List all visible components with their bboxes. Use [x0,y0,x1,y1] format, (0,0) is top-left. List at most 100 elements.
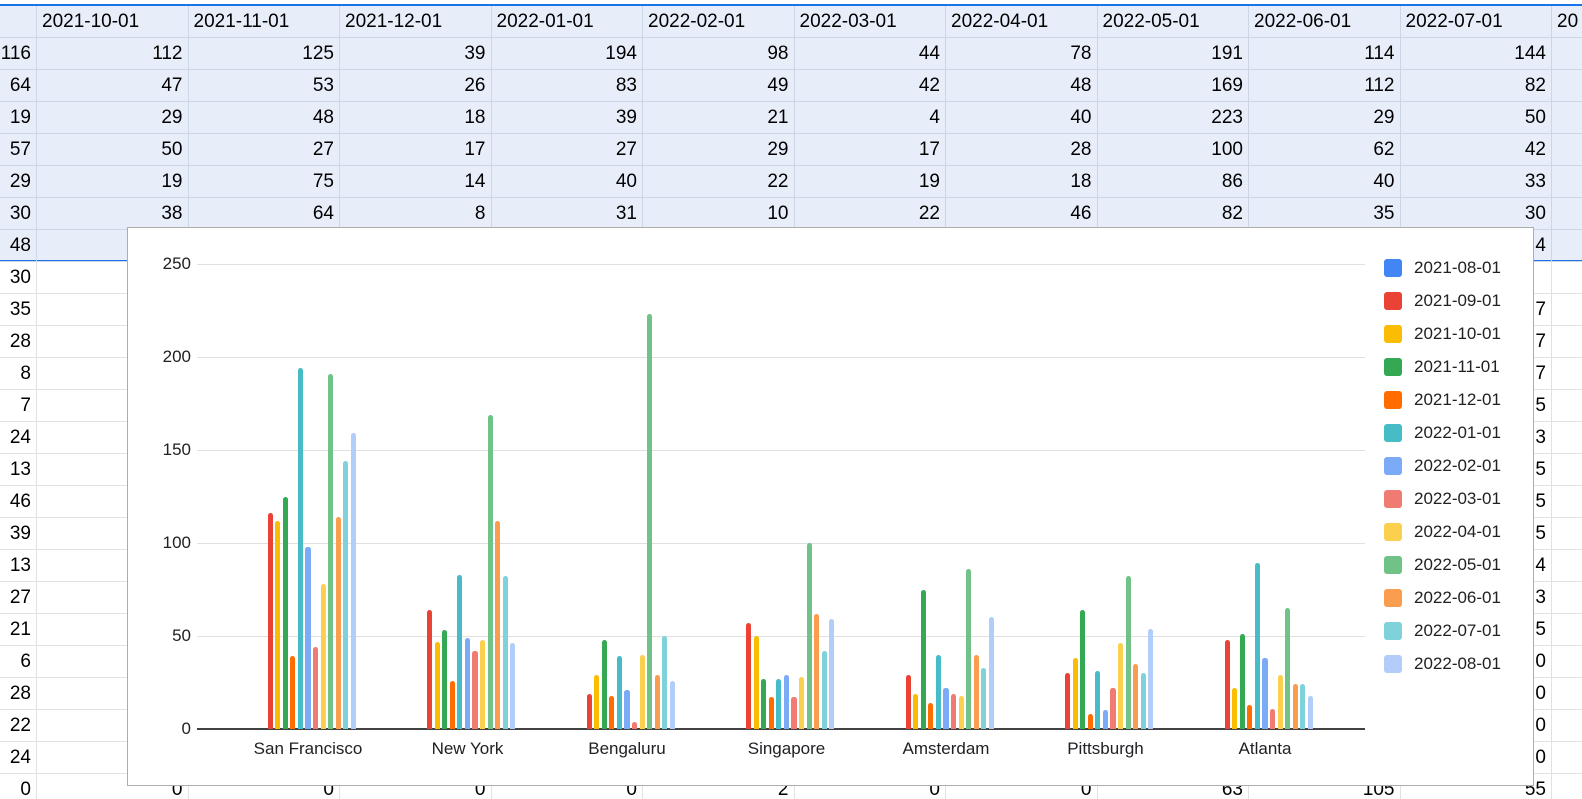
cell[interactable] [1552,486,1582,518]
cell[interactable]: 48 [0,230,37,262]
cell[interactable]: 19 [0,102,37,134]
cell[interactable]: 30 [0,198,37,230]
cell[interactable] [1552,166,1582,198]
column-header-cell[interactable]: 2021-11-01 [188,6,340,38]
cell[interactable]: 194 [491,38,643,70]
cell[interactable]: 112 [1249,70,1401,102]
cell[interactable]: 125 [188,38,340,70]
cell[interactable]: 48 [188,102,340,134]
cell[interactable]: 86 [1097,166,1249,198]
cell[interactable]: 46 [0,486,37,518]
cell[interactable]: 40 [491,166,643,198]
cell[interactable]: 223 [1097,102,1249,134]
cell[interactable]: 19 [37,166,189,198]
cell[interactable]: 42 [794,70,946,102]
cell[interactable]: 7 [0,390,37,422]
cell[interactable] [1552,102,1582,134]
cell[interactable]: 39 [0,518,37,550]
cell[interactable]: 78 [946,38,1098,70]
cell[interactable] [1552,582,1582,614]
cell[interactable]: 17 [794,134,946,166]
cell[interactable]: 40 [1249,166,1401,198]
cell[interactable]: 13 [0,550,37,582]
column-header-cell[interactable]: 2022-03-01 [794,6,946,38]
cell[interactable] [1552,230,1582,262]
cell[interactable]: 35 [1249,198,1401,230]
cell[interactable]: 0 [340,774,492,799]
cell[interactable]: 22 [0,710,37,742]
cell[interactable]: 21 [0,614,37,646]
cell[interactable]: 0 [946,774,1098,799]
cell[interactable]: 10 [643,198,795,230]
cell[interactable] [1552,134,1582,166]
cell[interactable]: 116 [0,38,37,70]
cell[interactable]: 4 [794,102,946,134]
cell[interactable]: 14 [340,166,492,198]
cell[interactable]: 46 [946,198,1098,230]
cell[interactable] [1552,550,1582,582]
cell[interactable] [1552,614,1582,646]
cell[interactable] [1552,390,1582,422]
cell[interactable]: 21 [643,102,795,134]
cell[interactable]: 44 [794,38,946,70]
cell[interactable] [1552,710,1582,742]
column-header-cell[interactable]: 2022-06-01 [1249,6,1401,38]
cell[interactable]: 0 [795,774,946,799]
cell[interactable]: 28 [0,678,37,710]
cell[interactable]: 191 [1097,38,1249,70]
cell[interactable]: 26 [340,70,492,102]
embedded-chart[interactable]: 2021-08-01 2021-09-01 2021-10-01 2021-11-01… [127,227,1534,786]
cell[interactable] [1552,70,1582,102]
cell[interactable]: 83 [491,70,643,102]
cell[interactable]: 82 [1097,198,1249,230]
column-header-cell[interactable]: 2021-12-01 [340,6,492,38]
cell[interactable]: 28 [946,134,1098,166]
cell[interactable]: 13 [0,454,37,486]
cell[interactable]: 29 [37,102,189,134]
cell[interactable]: 30 [1400,198,1552,230]
column-header-cell[interactable]: 2022-04-01 [946,6,1098,38]
cell[interactable]: 98 [643,38,795,70]
cell[interactable]: 47 [37,70,189,102]
cell[interactable]: 6 [0,646,37,678]
cell[interactable]: 27 [0,582,37,614]
column-header-cell[interactable]: 2022-01-01 [491,6,643,38]
cell[interactable]: 40 [946,102,1098,134]
cell[interactable]: 75 [188,166,340,198]
cell[interactable]: 39 [340,38,492,70]
cell[interactable]: 48 [946,70,1098,102]
cell[interactable]: 29 [0,166,37,198]
cell[interactable]: 100 [1097,134,1249,166]
cell[interactable]: 114 [1249,38,1401,70]
column-header-cell[interactable]: 2022-02-01 [643,6,795,38]
cell[interactable]: 0 [37,774,189,799]
cell[interactable]: 18 [340,102,492,134]
cell[interactable]: 0 [0,774,37,799]
cell[interactable]: 0 [492,774,643,799]
cell[interactable]: 29 [1249,102,1401,134]
cell[interactable] [1552,774,1582,799]
cell[interactable] [1552,262,1582,294]
cell[interactable]: 31 [491,198,643,230]
cell[interactable]: 8 [0,358,37,390]
cell[interactable]: 39 [491,102,643,134]
cell[interactable]: 22 [643,166,795,198]
cell[interactable]: 2 [643,774,795,799]
cell[interactable]: 64 [188,198,340,230]
column-header-cell-clipped[interactable]: 20 [1552,6,1582,38]
cell[interactable]: 57 [0,134,37,166]
cell[interactable]: 17 [340,134,492,166]
cell[interactable] [1552,742,1582,774]
cell[interactable] [1552,678,1582,710]
cell[interactable]: 27 [491,134,643,166]
cell[interactable]: 64 [0,70,37,102]
cell[interactable]: 28 [0,326,37,358]
cell[interactable]: 42 [1400,134,1552,166]
cell[interactable] [1552,198,1582,230]
cell[interactable]: 49 [643,70,795,102]
cell[interactable]: 144 [1400,38,1552,70]
cell[interactable]: 19 [794,166,946,198]
cell[interactable]: 38 [37,198,189,230]
cell[interactable]: 62 [1249,134,1401,166]
cell[interactable]: 24 [0,422,37,454]
